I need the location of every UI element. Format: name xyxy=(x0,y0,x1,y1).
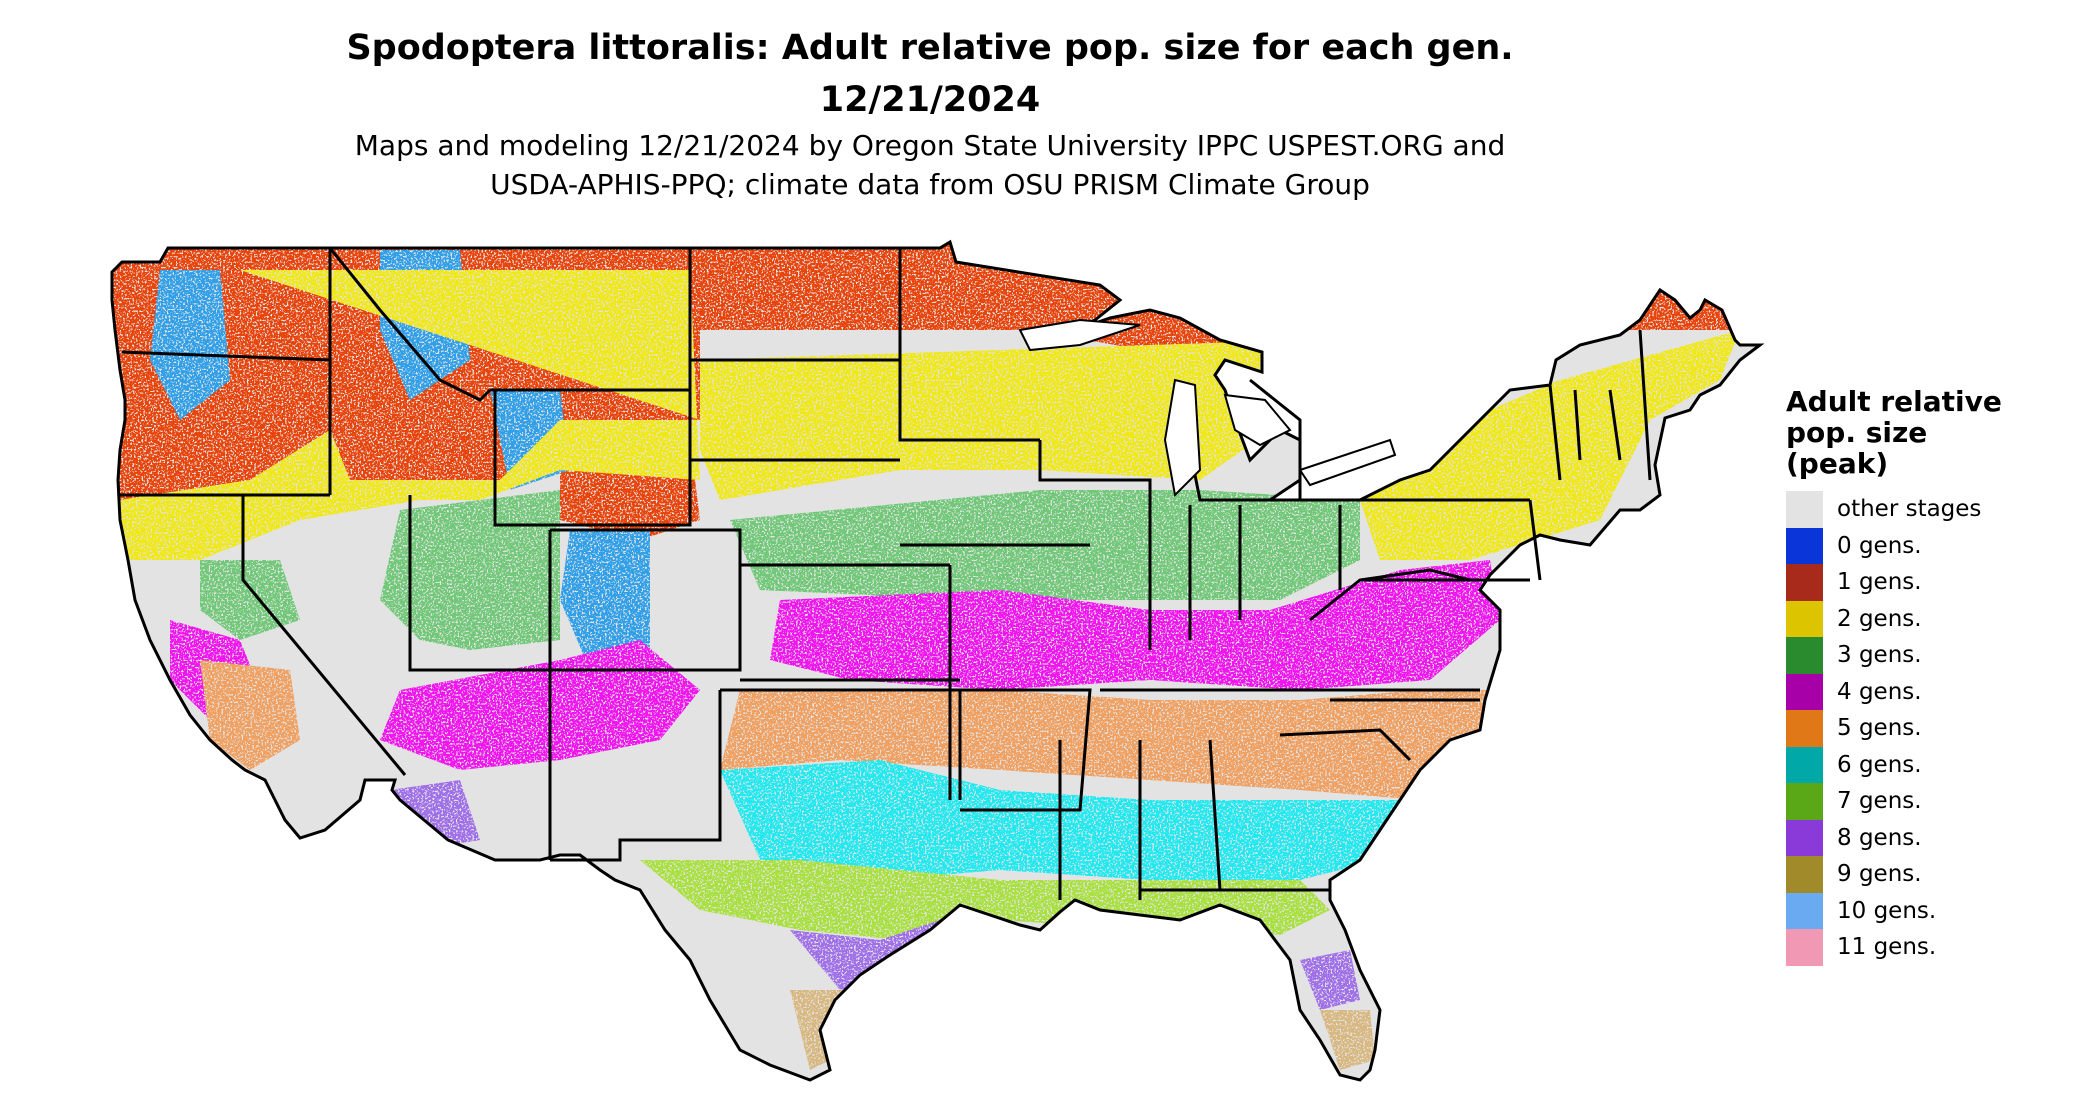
legend-title: Adult relative pop. size (peak) xyxy=(1786,386,2086,479)
legend-label: 8 gens. xyxy=(1837,824,1922,851)
legend-item: 10 gens. xyxy=(1786,892,2086,929)
state-line-ia-mo xyxy=(900,543,1090,800)
legend-swatch xyxy=(1786,637,1823,674)
state-line-wa-or xyxy=(121,350,331,362)
legend-swatch xyxy=(1786,710,1823,747)
legend-label: 3 gens. xyxy=(1837,642,1922,669)
legend-item: 9 gens. xyxy=(1786,856,2086,893)
lake-michigan xyxy=(1163,378,1202,498)
legend-swatch xyxy=(1786,856,1823,893)
lake-erie xyxy=(1298,438,1397,487)
state-line-ne xyxy=(1548,329,1652,481)
state-line-sc-nc xyxy=(1279,698,1480,762)
state-line-pa-ny xyxy=(1360,498,1542,582)
lake-superior xyxy=(1018,318,1141,352)
legend-swatch xyxy=(1786,929,1823,966)
legend-label: 1 gens. xyxy=(1837,569,1922,596)
legend-label: other stages xyxy=(1837,496,1982,523)
map-title: Spodoptera littoralis: Adult relative po… xyxy=(0,22,1860,126)
legend: Adult relative pop. size (peak) other st… xyxy=(1786,386,2086,966)
state-line-mn xyxy=(898,248,1040,442)
lake-huron xyxy=(1223,393,1292,447)
legend-label: 5 gens. xyxy=(1837,715,1922,742)
map-title-line2: 12/21/2024 xyxy=(819,80,1041,120)
legend-swatch xyxy=(1786,673,1823,710)
gen2-band-east xyxy=(1350,330,1740,560)
state-line-ks xyxy=(740,563,960,682)
gen0-patch-cascades xyxy=(150,270,230,420)
legend-item: 8 gens. xyxy=(1786,819,2086,856)
legend-label: 11 gens. xyxy=(1837,934,1937,961)
legend-item: 0 gens. xyxy=(1786,527,2086,564)
map-fill-layer xyxy=(112,242,1760,1080)
legend-swatch xyxy=(1786,491,1823,528)
gen5-band-ca xyxy=(200,660,300,770)
legend-list: other stages 0 gens. 1 gens. 2 gens. 3 g… xyxy=(1786,491,2086,966)
legend-item: 7 gens. xyxy=(1786,783,2086,820)
map-subtitle-line2: USDA-APHIS-PPQ; climate data from OSU PR… xyxy=(490,168,1370,201)
state-line-ms-al xyxy=(1058,739,1222,900)
legend-label: 4 gens. xyxy=(1837,678,1922,705)
gen0-patch-colorado xyxy=(560,530,650,670)
legend-label: 2 gens. xyxy=(1837,605,1922,632)
legend-swatch xyxy=(1786,892,1823,929)
legend-item: other stages xyxy=(1786,491,2086,528)
gen5-band xyxy=(720,690,1490,800)
state-line-co xyxy=(550,528,742,672)
state-line-nd-sd xyxy=(688,248,900,525)
gen8-band-fl xyxy=(1300,950,1360,1010)
state-line-mt-id xyxy=(328,247,492,402)
state-line-wi-il xyxy=(1038,440,1152,650)
state-line-ut-az xyxy=(408,495,550,672)
state-line-nv-ut xyxy=(241,495,407,776)
legend-swatch xyxy=(1786,746,1823,783)
legend-swatch xyxy=(1786,564,1823,601)
legend-label: 9 gens. xyxy=(1837,861,1922,888)
state-line-mo-ar xyxy=(960,688,1092,812)
legend-item: 11 gens. xyxy=(1786,929,2086,966)
legend-label: 6 gens. xyxy=(1837,751,1922,778)
map-title-line1: Spodoptera littoralis: Adult relative po… xyxy=(346,28,1514,68)
state-borders xyxy=(110,240,1762,1082)
state-line-in-oh xyxy=(1188,505,1342,640)
legend-item: 3 gens. xyxy=(1786,637,2086,674)
legend-label: 7 gens. xyxy=(1837,788,1922,815)
legend-item: 4 gens. xyxy=(1786,673,2086,710)
state-line-va-wv xyxy=(1309,568,1471,622)
legend-title-line2: pop. size xyxy=(1786,416,1928,449)
great-lakes xyxy=(1018,318,1397,498)
legend-swatch xyxy=(1786,783,1823,820)
legend-swatch xyxy=(1786,600,1823,637)
legend-item: 6 gens. xyxy=(1786,746,2086,783)
legend-item: 1 gens. xyxy=(1786,564,2086,601)
legend-title-line1: Adult relative xyxy=(1786,385,2002,418)
state-line-nm-tx xyxy=(550,690,722,862)
gen4-band xyxy=(770,560,1500,690)
legend-label: 10 gens. xyxy=(1837,897,1937,924)
legend-label: 0 gens. xyxy=(1837,532,1922,559)
map-subtitle: Maps and modeling 12/21/2024 by Oregon S… xyxy=(0,126,1860,204)
legend-title-line3: (peak) xyxy=(1786,447,1889,480)
gen4-band-west xyxy=(380,640,700,770)
gen2-band xyxy=(120,270,700,560)
gen3-band xyxy=(380,490,560,650)
legend-swatch xyxy=(1786,527,1823,564)
legend-swatch xyxy=(1786,819,1823,856)
legend-item: 5 gens. xyxy=(1786,710,2086,747)
gen9-band-fl xyxy=(1320,1010,1375,1070)
map-subtitle-line1: Maps and modeling 12/21/2024 by Oregon S… xyxy=(354,129,1506,162)
legend-item: 2 gens. xyxy=(1786,600,2086,637)
